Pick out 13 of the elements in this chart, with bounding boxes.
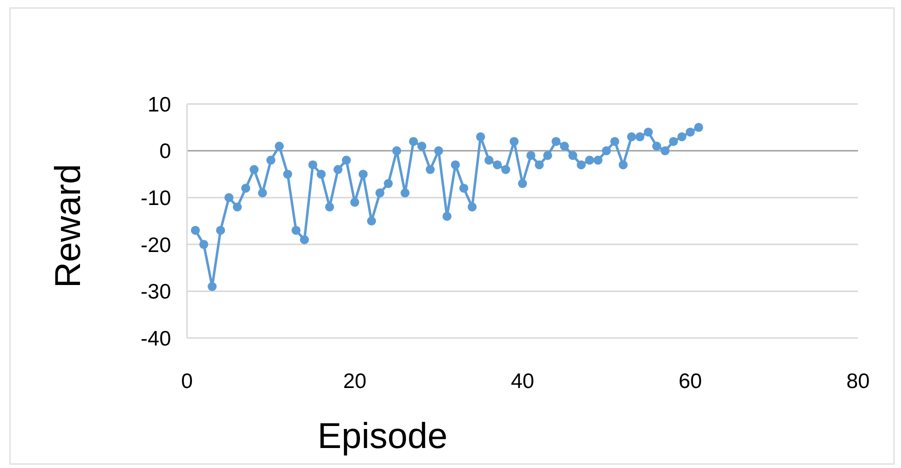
y-tick-label: 0 xyxy=(159,140,171,164)
x-tick-label: 20 xyxy=(343,370,366,393)
y-axis-title: Reward xyxy=(47,164,88,288)
y-tick-label: -40 xyxy=(140,327,171,350)
y-tick-label: -20 xyxy=(140,234,171,257)
y-tick-label: -30 xyxy=(140,280,171,304)
y-tick-label: 10 xyxy=(148,93,171,116)
y-tick-label: -10 xyxy=(140,186,171,210)
x-tick-label: 0 xyxy=(181,370,193,393)
x-axis-title: Episode xyxy=(317,415,448,456)
x-tick-label: 60 xyxy=(678,370,702,393)
x-tick-label: 40 xyxy=(510,370,534,393)
x-tick-label: 80 xyxy=(846,370,870,393)
